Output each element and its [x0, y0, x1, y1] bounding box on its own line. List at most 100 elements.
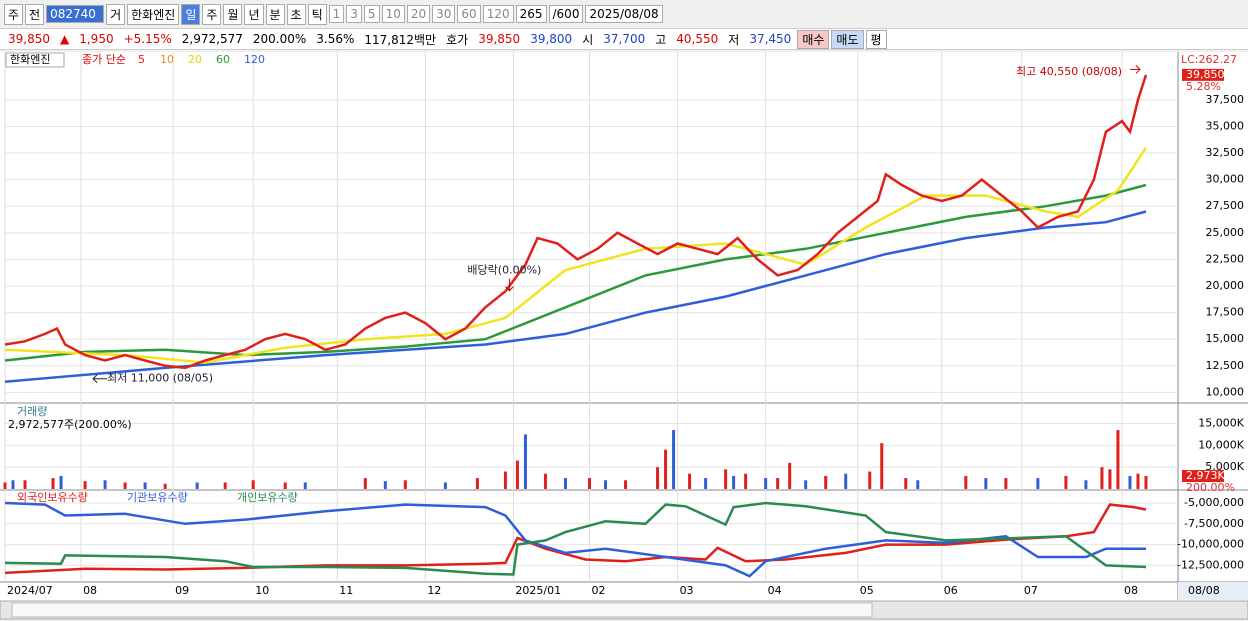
quote-item[interactable]: 매수 [797, 29, 830, 49]
x-tick-label: 06 [944, 584, 958, 597]
quote-item[interactable]: 매도 [831, 29, 864, 49]
toolbar-item[interactable]: 60 [457, 5, 481, 23]
toolbar-item[interactable]: 년 [244, 3, 264, 25]
volume-bar [523, 434, 527, 489]
volume-bar [515, 460, 519, 489]
legend-item: 5 [138, 53, 145, 66]
quote-item: 39,850 [8, 32, 50, 46]
volume-bar [788, 462, 792, 489]
volume-bar [11, 480, 15, 489]
volume-title: 거래량 [17, 405, 47, 418]
last-price: 39,850 [1186, 68, 1225, 81]
y-tick-label: 35,000 [1206, 119, 1245, 132]
toolbar-item[interactable]: 265 [515, 5, 547, 23]
legend-prefix: 종가 단순 [82, 53, 126, 66]
volume-bar [251, 480, 255, 489]
quote-item: +5.15% [123, 32, 172, 46]
toolbar-item[interactable]: 1 [328, 5, 345, 23]
volume-bar [363, 478, 367, 489]
toolbar-item[interactable]: 주 [202, 3, 222, 25]
y-tick-label: 15,000K [1198, 417, 1244, 430]
volume-bar [868, 471, 872, 489]
volume-bar [123, 482, 127, 489]
toolbar-item[interactable]: 거 [106, 3, 126, 25]
y-tick-label: 30,000 [1206, 173, 1245, 186]
x-tick-label: 05 [860, 584, 874, 597]
annotation-arrow [1130, 65, 1141, 74]
last-date: 08/08 [1188, 584, 1220, 597]
volume-bar [1064, 475, 1068, 489]
volume-bar [732, 475, 736, 489]
toolbar-item[interactable]: 3 [346, 5, 362, 23]
y-tick-label: 10,000K [1198, 438, 1244, 451]
last-price-box [1182, 68, 1224, 81]
legend-item: 개인보유수량 [237, 491, 298, 504]
series-line [4, 501, 1146, 578]
volume-bar [503, 471, 507, 489]
quote-item: 40,550 [676, 32, 719, 46]
toolbar-item[interactable]: 2025/08/08 [585, 5, 663, 23]
volume-bar [283, 482, 287, 489]
quote-item: 호가 [446, 32, 469, 47]
toolbar-item[interactable]: 082740 [46, 5, 105, 23]
x-tick-label: 03 [680, 584, 694, 597]
toolbar-item[interactable]: 주 [4, 3, 24, 25]
x-tick-label: 08 [83, 584, 97, 597]
volume-bar [776, 478, 780, 489]
volume-bar [3, 482, 7, 489]
toolbar-item[interactable]: 전 [25, 3, 45, 25]
x-tick-label: 08 [1124, 584, 1138, 597]
volume-bar [1108, 469, 1112, 489]
x-tick-label: 04 [768, 584, 782, 597]
volume-bar [403, 480, 407, 489]
toolbar-item[interactable]: 초 [286, 3, 306, 25]
y-tick-label: -10,000,000 [1177, 538, 1244, 551]
scroll-thumb[interactable] [11, 602, 873, 618]
volume-ratio: 200.00% [1186, 481, 1235, 494]
y-tick-label: 12,500 [1206, 359, 1245, 372]
y-tick-label: -5,000,000 [1184, 496, 1244, 509]
last-volume-box [1182, 470, 1224, 483]
y-tick-label: 37,500 [1206, 93, 1245, 106]
toolbar-item[interactable]: 20 [406, 5, 431, 23]
volume-bar [904, 478, 908, 489]
volume-bar [563, 478, 567, 489]
toolbar-item[interactable]: 월 [223, 3, 243, 25]
volume-bar [656, 467, 660, 489]
volume-bar [664, 449, 668, 489]
series-line [4, 183, 1147, 362]
toolbar-item[interactable]: 틱 [307, 3, 327, 25]
title-box [5, 52, 65, 68]
quote-item: 시 [582, 32, 594, 47]
volume-bar [1004, 478, 1008, 489]
chart-title: 한화엔진 [10, 53, 50, 66]
y-tick-label: 27,500 [1206, 199, 1245, 212]
change-label: 5.28% [1186, 80, 1221, 93]
toolbar-item[interactable]: 30 [432, 5, 456, 23]
volume-bar [880, 443, 884, 489]
volume-bar [443, 482, 447, 489]
volume-bar [1116, 430, 1120, 489]
y-tick-label: 5,000K [1205, 460, 1244, 473]
y-tick-label: 20,000 [1206, 279, 1245, 292]
toolbar-item[interactable]: 120 [482, 5, 514, 23]
y-tick-label: -12,500,000 [1177, 558, 1244, 571]
volume-bar [223, 482, 227, 489]
toolbar-item[interactable]: 분 [265, 3, 285, 25]
annotation: 최고 40,550 (08/08) [1016, 65, 1122, 78]
toolbar-item[interactable]: 한화엔진 [127, 3, 180, 25]
toolbar-item[interactable]: 일 [181, 3, 201, 25]
quote-item[interactable]: 평 [865, 29, 887, 49]
y-tick-label: 25,000 [1206, 226, 1245, 239]
toolbar-item[interactable]: /600 [548, 5, 584, 23]
legend-item: 20 [188, 53, 202, 66]
toolbar: 주 전 082740 거 한화엔진 일 주 월 년 분 초 틱 1 3 5 10 20 30 60 120 265/60… [0, 2, 1248, 26]
volume-bar [83, 481, 87, 489]
volume-bar [704, 478, 708, 489]
volume-bar [964, 475, 968, 489]
volume-bar [59, 475, 63, 489]
toolbar-item[interactable]: 10 [381, 5, 405, 23]
volume-bar [984, 478, 988, 489]
chart-background [0, 52, 1248, 602]
toolbar-item[interactable]: 5 [363, 5, 380, 23]
